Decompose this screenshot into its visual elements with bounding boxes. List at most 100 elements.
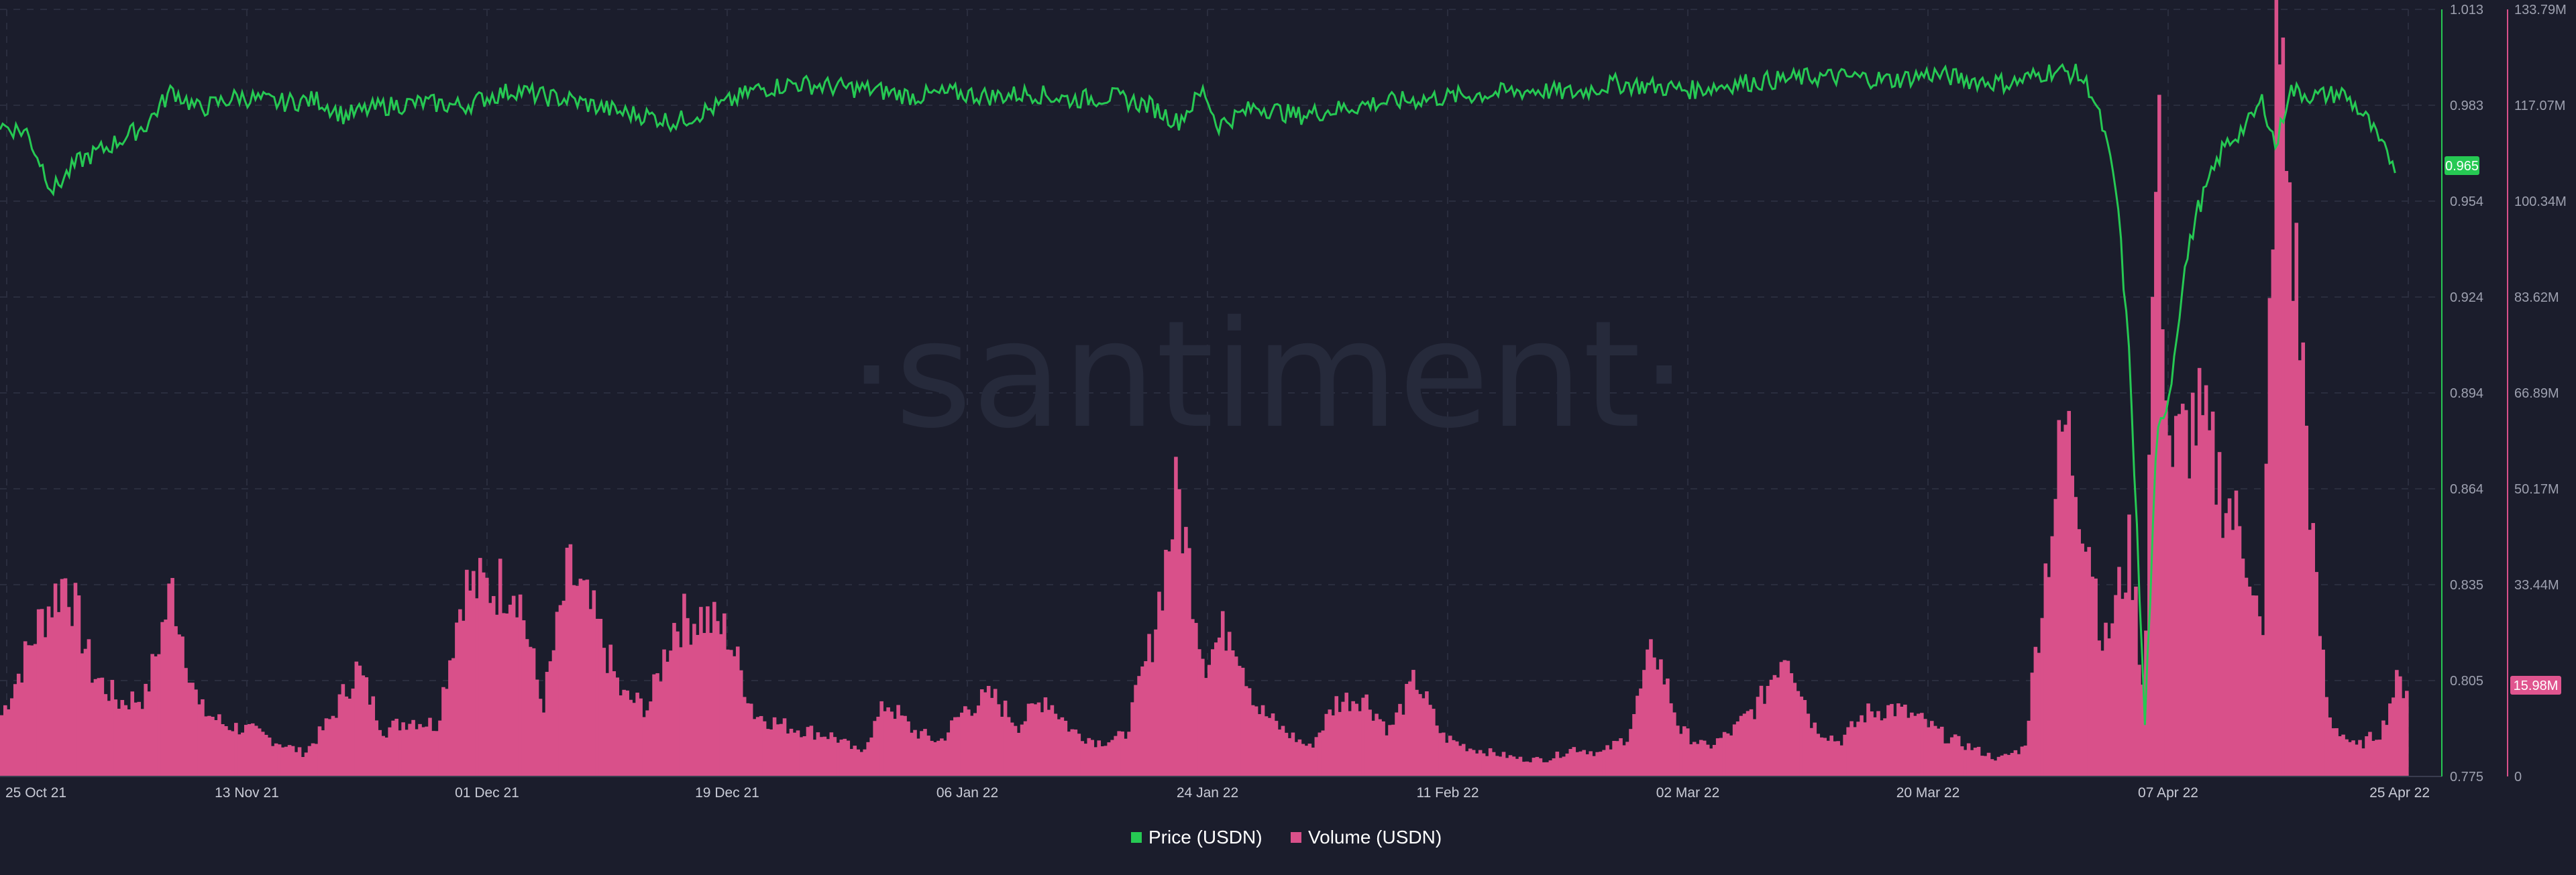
volume-bar bbox=[2277, 64, 2282, 777]
volume-bar bbox=[2017, 754, 2021, 776]
volume-bar bbox=[1562, 756, 1566, 776]
volume-bar bbox=[836, 742, 841, 776]
volume-bar bbox=[1481, 753, 1486, 776]
volume-bar bbox=[2180, 404, 2185, 776]
volume-bar bbox=[1408, 681, 1412, 776]
volume-bar bbox=[2314, 572, 2318, 776]
volume-bar bbox=[1157, 591, 1161, 776]
volume-bar bbox=[180, 636, 184, 776]
volume-bar bbox=[1712, 744, 1717, 776]
volume-bar bbox=[1535, 756, 1540, 776]
volume-bar bbox=[1351, 701, 1355, 776]
volume-bar bbox=[2398, 676, 2402, 776]
volume-bar bbox=[184, 668, 188, 776]
volume-bar bbox=[582, 580, 586, 776]
volume-bar bbox=[1572, 747, 1576, 776]
volume-bar bbox=[779, 723, 784, 776]
volume-bar bbox=[659, 681, 663, 776]
price-line bbox=[0, 62, 2396, 725]
volume-bar bbox=[2210, 411, 2215, 776]
volume-bar bbox=[1026, 703, 1031, 776]
volume-bar bbox=[1498, 756, 1503, 776]
volume-bar bbox=[83, 648, 88, 776]
legend-item-price[interactable]: Price (USDN) bbox=[1131, 827, 1263, 848]
volume-bar bbox=[224, 725, 228, 776]
volume-bar bbox=[1077, 734, 1081, 776]
volume-bar bbox=[2107, 638, 2111, 776]
volume-bar bbox=[2070, 475, 2074, 776]
svg-text:0.965: 0.965 bbox=[2445, 159, 2479, 174]
volume-bar bbox=[2057, 420, 2061, 776]
volume-bar bbox=[1515, 758, 1519, 776]
volume-bar bbox=[1385, 735, 1389, 776]
volume-bar bbox=[415, 729, 419, 776]
volume-bar bbox=[1615, 741, 1619, 776]
volume-bar bbox=[2298, 360, 2302, 776]
volume-bar bbox=[565, 547, 570, 776]
volume-bar bbox=[147, 691, 151, 776]
volume-bar bbox=[2194, 445, 2198, 776]
volume-bar bbox=[1910, 712, 1914, 776]
volume-tick-label: 66.89M bbox=[2514, 386, 2559, 401]
volume-bar bbox=[491, 595, 496, 776]
volume-bar bbox=[1656, 669, 1660, 776]
volume-bar bbox=[26, 645, 31, 776]
x-tick-label: 25 Apr 22 bbox=[2369, 785, 2430, 801]
volume-bar bbox=[672, 623, 676, 776]
volume-bar bbox=[1792, 683, 1797, 776]
volume-bar bbox=[2104, 622, 2108, 776]
volume-bar bbox=[1682, 726, 1686, 776]
volume-bar bbox=[231, 731, 235, 776]
volume-bar bbox=[2080, 543, 2084, 776]
volume-bar bbox=[1866, 703, 1870, 776]
volume-bar bbox=[725, 649, 730, 776]
volume-bar bbox=[1093, 747, 1098, 776]
volume-bar bbox=[632, 703, 636, 776]
volume-bar bbox=[2331, 728, 2335, 776]
volume-bar bbox=[1890, 703, 1894, 776]
volume-bar bbox=[575, 585, 580, 776]
volume-bar bbox=[1425, 691, 1429, 776]
volume-bar bbox=[304, 752, 309, 776]
volume-bar bbox=[1876, 711, 1880, 776]
volume-bar bbox=[1719, 738, 1723, 776]
current-volume-badge: 15.98M bbox=[2510, 676, 2561, 695]
volume-bar bbox=[1485, 756, 1489, 776]
volume-bar bbox=[1388, 725, 1392, 776]
volume-bar bbox=[66, 607, 71, 776]
price-tick-label: 0.864 bbox=[2450, 482, 2483, 497]
volume-bar bbox=[2392, 697, 2396, 776]
volume-bar bbox=[408, 723, 412, 776]
volume-bar bbox=[1599, 752, 1603, 776]
volume-bar bbox=[1234, 656, 1238, 776]
volume-bar bbox=[1301, 744, 1305, 776]
volume-bar bbox=[1913, 715, 1917, 776]
volume-bar bbox=[1016, 732, 1021, 776]
volume-bar bbox=[1191, 619, 1195, 776]
volume-bar bbox=[1107, 742, 1111, 776]
volume-bar bbox=[1267, 717, 1272, 776]
volume-bar bbox=[1442, 732, 1446, 776]
volume-bar bbox=[204, 716, 208, 776]
volume-bar bbox=[2311, 523, 2315, 776]
volume-bar bbox=[1833, 741, 1837, 776]
volume-bar bbox=[1806, 713, 1811, 776]
volume-bar bbox=[1666, 678, 1670, 776]
volume-bar bbox=[551, 650, 556, 776]
volume-bar bbox=[819, 737, 824, 776]
volume-bar bbox=[1923, 719, 1927, 776]
volume-bar bbox=[1177, 489, 1181, 776]
volume-bar bbox=[2378, 740, 2382, 776]
volume-bar bbox=[2204, 385, 2208, 776]
volume-bar bbox=[107, 701, 111, 776]
volume-bar bbox=[652, 674, 656, 776]
volume-bar bbox=[2247, 586, 2252, 776]
volume-bar bbox=[1769, 679, 1774, 776]
volume-bar bbox=[1816, 734, 1821, 776]
volume-bar bbox=[324, 718, 329, 776]
volume-bar bbox=[448, 660, 452, 776]
legend-item-volume[interactable]: Volume (USDN) bbox=[1291, 827, 1442, 848]
volume-bar bbox=[906, 721, 910, 776]
volume-bar bbox=[2027, 720, 2031, 776]
